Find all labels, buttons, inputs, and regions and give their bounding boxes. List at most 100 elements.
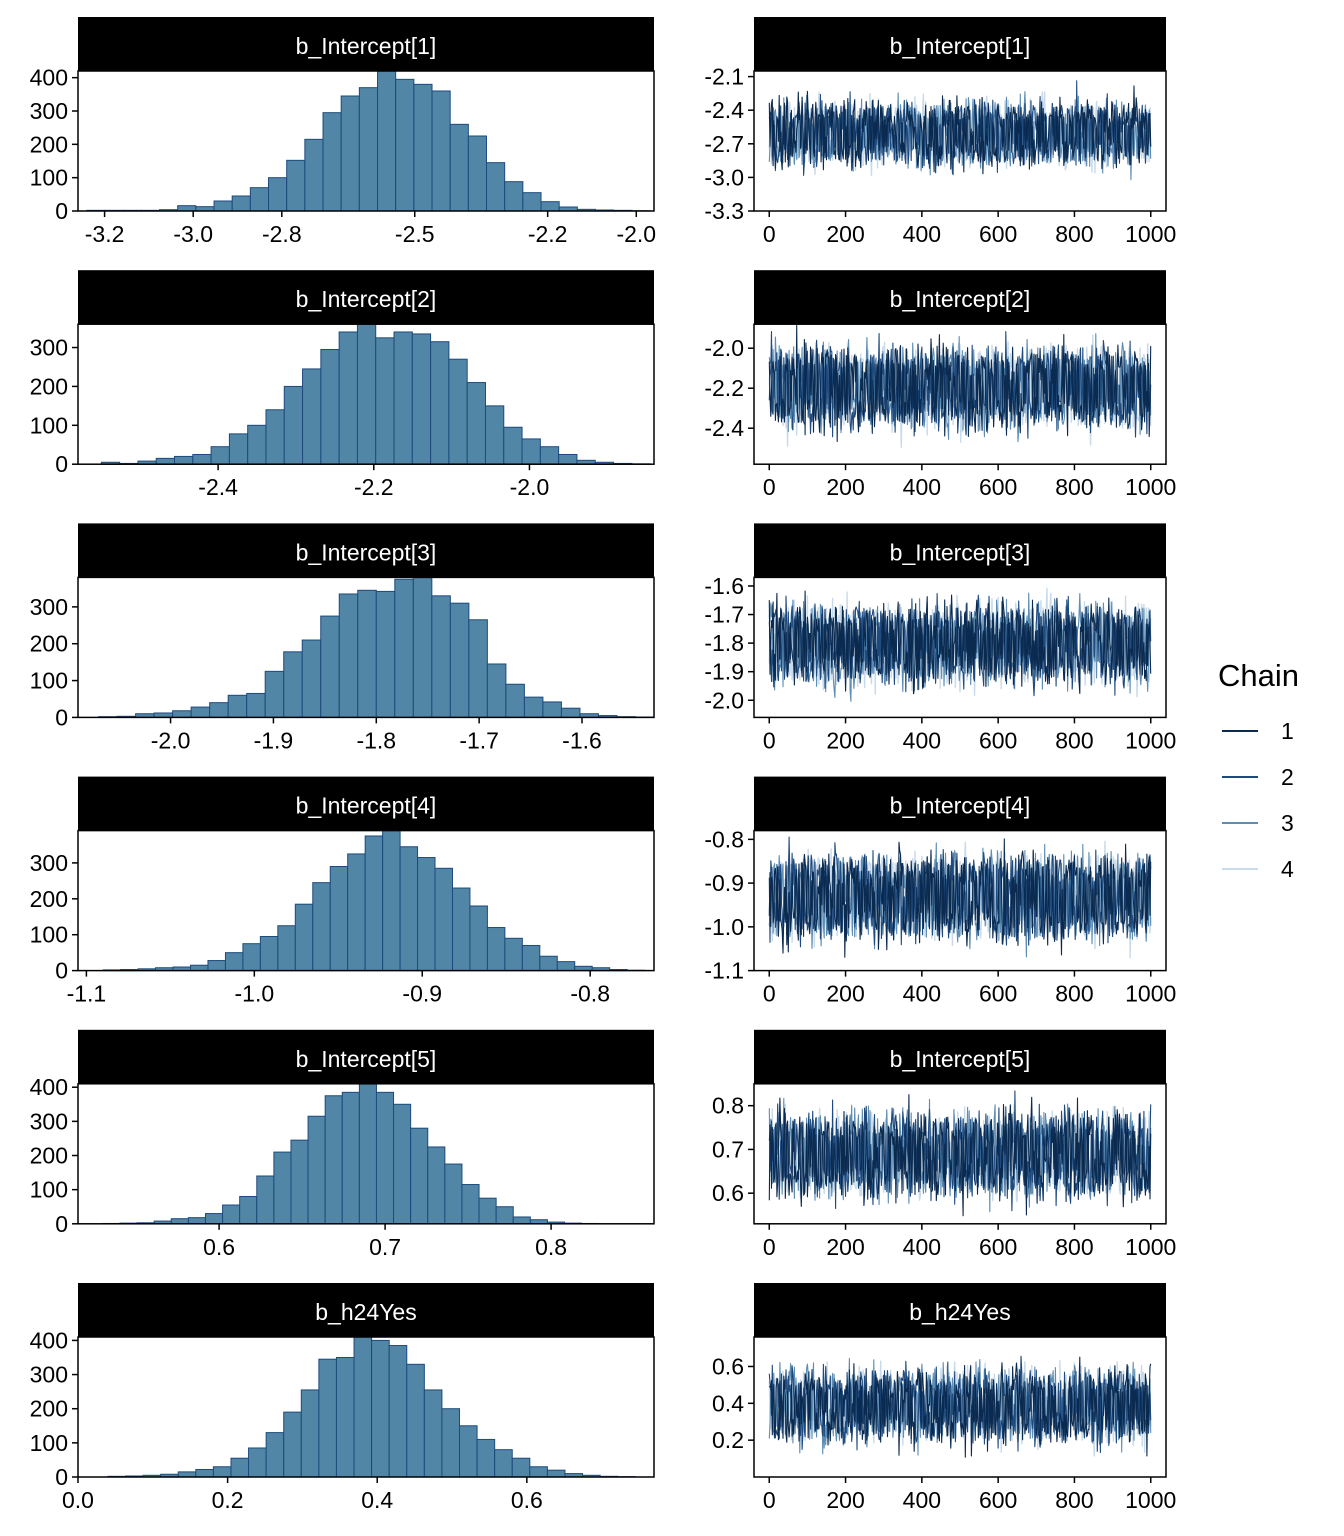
- trace-strip-5: [754, 1283, 1166, 1337]
- histogram-bar-2-12: [320, 615, 340, 718]
- histogram-x-tick-label-5-0: 0.0: [62, 1487, 94, 1513]
- trace-x-tick-label-0-1: 200: [826, 221, 864, 247]
- trace-x-tick-label-4-3: 600: [979, 1234, 1017, 1260]
- histogram-bar-5-8: [248, 1447, 267, 1478]
- histogram-bar-2-24: [542, 701, 562, 718]
- histogram-x-tick-label-3-0: -1.1: [67, 981, 107, 1007]
- trace-x-tick-label-3-0: 0: [763, 981, 776, 1007]
- histogram-bar-2-8: [246, 692, 266, 718]
- histogram-bar-2-4: [172, 710, 192, 718]
- histogram-panel-2: b_Intercept[3] -2.0 -1.9 -1.8 -1.7 -1.6 0 100 20…: [30, 523, 655, 753]
- panels-layer: b_Intercept[1] -3.2 -3.0 -2.8 -2.5 -2.2 -2.0 0 1…: [30, 17, 1176, 1513]
- trace-y-tick-label-0-1: -3.0: [704, 164, 744, 190]
- trace-x-tick-label-1-1: 200: [826, 474, 864, 500]
- trace-panel-3: b_Intercept[4] 0 200 400 600 800 1000 -1.1 -1.0 -…: [704, 776, 1176, 1007]
- trace-strip-label-2: b_Intercept[3]: [890, 539, 1031, 565]
- histogram-bar-4-9: [256, 1175, 275, 1225]
- histogram-frame-5: [77, 1336, 655, 1478]
- histogram-bar-3-26: [556, 961, 576, 972]
- histogram-frame-3: [77, 829, 655, 972]
- histogram-x-tick-label-5-3: 0.6: [511, 1487, 543, 1513]
- histogram-strip-label-2: b_Intercept[3]: [296, 539, 437, 565]
- histogram-bar-5-14: [353, 1336, 373, 1478]
- histogram-x-tick-label-1-1: -2.2: [354, 474, 394, 500]
- histogram-y-tick-label-0-2: 200: [30, 131, 68, 157]
- histogram-x-tick-label-1-2: -2.0: [510, 474, 550, 500]
- histogram-x-tick-label-3-2: -0.9: [402, 981, 442, 1007]
- trace-x-tick-label-1-3: 600: [979, 474, 1017, 500]
- histogram-bar-0-10: [268, 177, 288, 212]
- histogram-bar-0-25: [540, 201, 560, 212]
- histogram-bar-2-14: [357, 589, 377, 718]
- histogram-bar-3-7: [224, 952, 244, 972]
- trace-panel-5: b_h24Yes 0 200 400 600 800 1000 0.2 0.4 0.6: [712, 1283, 1176, 1513]
- histogram-bar-4-10: [273, 1151, 292, 1225]
- histogram-bar-1-10: [283, 385, 304, 465]
- trace-y-tick-label-0-4: -2.1: [704, 64, 744, 90]
- histogram-x-tick-label-0-5: -2.0: [616, 221, 656, 247]
- histogram-bar-0-7: [213, 200, 233, 212]
- trace-frame-4: [753, 1083, 1167, 1225]
- histogram-bar-4-8: [239, 1195, 258, 1225]
- histogram-bar-1-12: [320, 348, 340, 465]
- histogram-bar-0-14: [340, 95, 360, 212]
- histogram-bar-3-6: [207, 960, 226, 972]
- histogram-y-tick-label-3-0: 0: [55, 958, 68, 984]
- histogram-y-tick-label-0-3: 300: [30, 98, 68, 124]
- histogram-y-tick-label-0-4: 400: [30, 65, 68, 91]
- histogram-y-tick-label-1-3: 300: [30, 335, 68, 361]
- histogram-bar-3-18: [417, 857, 436, 972]
- histogram-y-tick-label-5-2: 200: [30, 1396, 68, 1422]
- histogram-bar-2-19: [449, 602, 470, 718]
- histogram-strip-4: [78, 1029, 654, 1084]
- histogram-bar-5-7: [230, 1457, 250, 1478]
- trace-x-tick-label-4-5: 1000: [1125, 1234, 1176, 1260]
- trace-x-tick-label-3-2: 400: [903, 981, 941, 1007]
- legend-items: 1 2 3 4: [1222, 718, 1294, 882]
- trace-x-tick-label-4-1: 200: [826, 1234, 864, 1260]
- histogram-y-tick-label-3-3: 300: [30, 850, 68, 876]
- histogram-bar-5-6: [212, 1466, 232, 1478]
- histogram-x-tick-label-0-3: -2.5: [395, 221, 435, 247]
- histogram-bar-3-20: [451, 887, 471, 972]
- trace-x-tick-label-3-1: 200: [826, 981, 864, 1007]
- histogram-x-tick-label-3-1: -1.0: [235, 981, 275, 1007]
- trace-line-5-chain-1: [768, 1356, 1152, 1458]
- trace-y-tick-label-5-2: 0.6: [712, 1353, 744, 1379]
- histogram-y-tick-label-4-1: 100: [30, 1177, 68, 1203]
- histogram-bar-2-9: [264, 670, 285, 718]
- histogram-strip-0: [78, 17, 654, 71]
- histogram-bar-3-11: [294, 903, 314, 972]
- histogram-y-tick-label-2-1: 100: [30, 668, 68, 694]
- histogram-bar-2-25: [560, 707, 581, 718]
- histogram-strip-label-0: b_Intercept[1]: [296, 33, 437, 59]
- histogram-y-tick-label-5-4: 400: [30, 1327, 68, 1353]
- histogram-x-tick-label-5-1: 0.2: [212, 1487, 244, 1513]
- histogram-y-tick-label-0-1: 100: [30, 165, 68, 191]
- histogram-bar-5-13: [335, 1356, 355, 1478]
- histogram-y-tick-label-4-0: 0: [55, 1211, 68, 1237]
- trace-y-tick-label-4-2: 0.8: [712, 1093, 744, 1119]
- histogram-y-tick-label-5-0: 0: [55, 1464, 68, 1490]
- histogram-bar-2-6: [209, 702, 229, 718]
- histogram-bar-2-15: [375, 590, 396, 718]
- trace-frame-3: [753, 829, 1167, 972]
- histogram-bar-4-14: [341, 1091, 360, 1225]
- histogram-bar-4-16: [375, 1091, 395, 1225]
- histogram-frame-4: [77, 1083, 655, 1225]
- histogram-bar-0-8: [231, 195, 251, 212]
- histogram-y-tick-label-1-1: 100: [30, 412, 68, 438]
- histogram-bar-5-10: [283, 1411, 302, 1478]
- histogram-bar-1-14: [356, 323, 377, 465]
- histogram-bar-4-7: [222, 1204, 241, 1225]
- histogram-bar-0-23: [504, 181, 524, 212]
- trace-y-tick-label-3-0: -1.1: [704, 958, 744, 984]
- histogram-x-tick-label-2-2: -1.8: [356, 727, 396, 753]
- histogram-bar-2-20: [468, 619, 488, 718]
- histogram-bar-2-18: [431, 595, 451, 718]
- histogram-bar-1-6: [210, 446, 230, 465]
- histogram-bar-5-19: [441, 1408, 461, 1478]
- histogram-bar-2-7: [227, 694, 248, 718]
- trace-y-tick-label-0-0: -3.3: [704, 198, 744, 224]
- histogram-bar-3-17: [399, 846, 419, 972]
